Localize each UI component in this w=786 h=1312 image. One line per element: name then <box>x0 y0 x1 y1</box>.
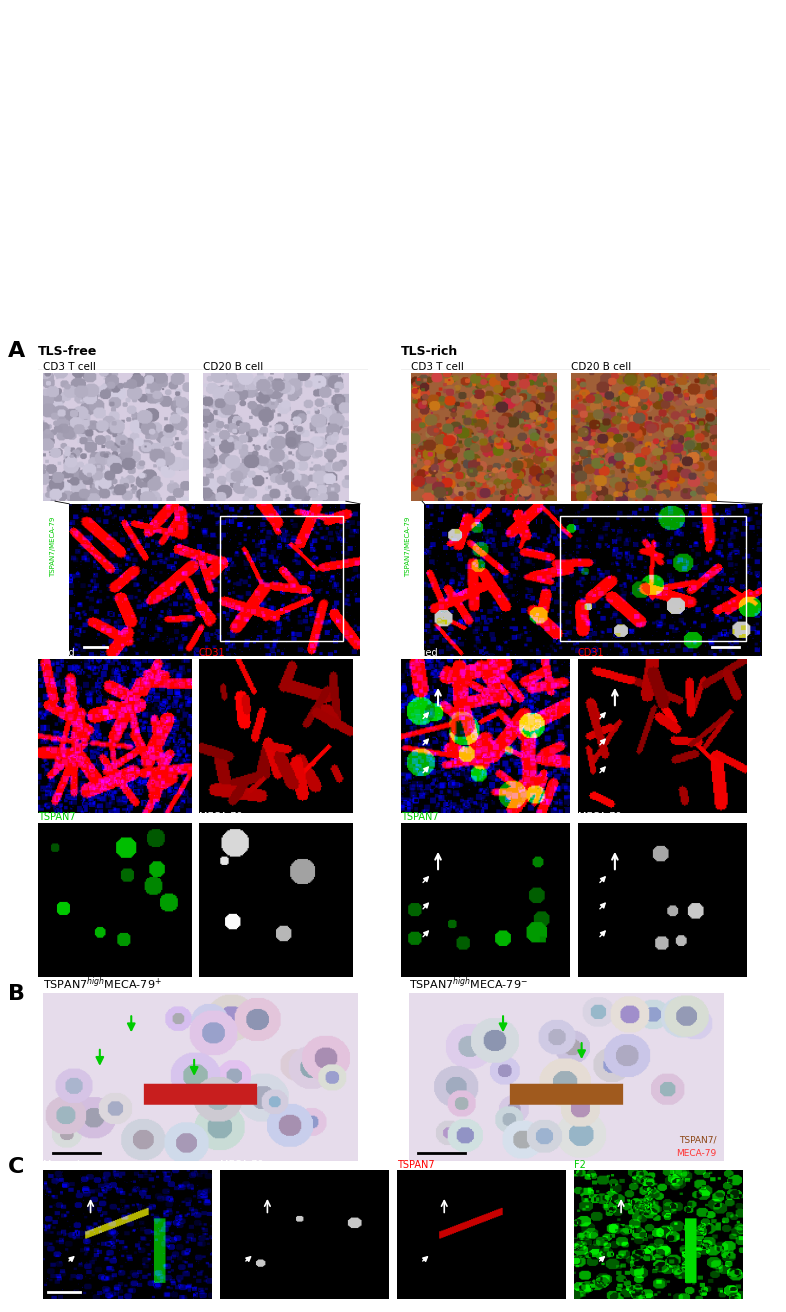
Text: TSPAN7: TSPAN7 <box>401 812 439 821</box>
Text: /CD31/Hoechst: /CD31/Hoechst <box>50 592 56 644</box>
Text: TSPAN7: TSPAN7 <box>397 1160 435 1169</box>
Text: Merged: Merged <box>38 648 75 657</box>
Text: MECA-79: MECA-79 <box>220 1160 264 1169</box>
Text: CD31: CD31 <box>199 648 226 657</box>
Text: CD20 B cell: CD20 B cell <box>203 362 263 371</box>
Text: F2: F2 <box>574 1160 586 1169</box>
Text: TSPAN7: TSPAN7 <box>38 812 75 821</box>
Text: TLS-free: TLS-free <box>38 345 97 358</box>
Text: /CD31/Hoechst: /CD31/Hoechst <box>405 592 411 644</box>
Text: A: A <box>8 341 25 361</box>
Text: TSPAN7/MECA-79: TSPAN7/MECA-79 <box>50 516 56 576</box>
Text: TLS-rich: TLS-rich <box>401 345 458 358</box>
Text: MECA-79: MECA-79 <box>677 1149 717 1157</box>
Text: Merged: Merged <box>43 1160 80 1169</box>
Text: CD20 B cell: CD20 B cell <box>571 362 631 371</box>
Text: C: C <box>8 1157 24 1177</box>
Text: Merged: Merged <box>401 648 438 657</box>
Text: TSPAN7$^{high}$MECA-79$^{-}$: TSPAN7$^{high}$MECA-79$^{-}$ <box>409 976 527 992</box>
Text: B: B <box>8 984 25 1004</box>
Text: MECA-79: MECA-79 <box>578 812 622 821</box>
Bar <box>220 516 343 640</box>
Text: CD3 T cell: CD3 T cell <box>411 362 464 371</box>
Text: TSPAN7/MECA-79: TSPAN7/MECA-79 <box>405 516 411 576</box>
Text: TSPAN7/: TSPAN7/ <box>679 1135 717 1144</box>
Text: CD3 T cell: CD3 T cell <box>43 362 96 371</box>
Bar <box>560 516 745 640</box>
Text: TSPAN7$^{high}$MECA-79$^{+}$: TSPAN7$^{high}$MECA-79$^{+}$ <box>43 976 162 992</box>
Text: CD31: CD31 <box>578 648 604 657</box>
Text: MECA-79: MECA-79 <box>199 812 243 821</box>
